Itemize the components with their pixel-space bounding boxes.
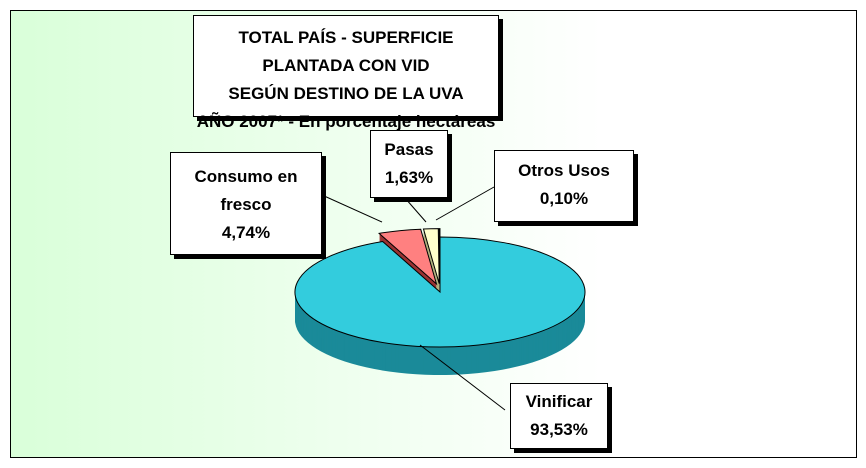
category-label: Otros Usos (518, 161, 610, 180)
value-label: 0,10% (539, 189, 589, 208)
data-label: Consumo en fresco 4,74% (170, 152, 322, 255)
slice (294, 236, 586, 348)
title-line: SEGÚN DESTINO DE LA UVA (228, 84, 464, 103)
value-label: 4,74% (221, 223, 271, 242)
category-label: Consumo en fresco (194, 167, 298, 214)
slice (377, 228, 438, 286)
value-label: 1,63% (384, 168, 434, 187)
leader-line (435, 186, 495, 221)
data-label: Otros Usos 0,10% (494, 150, 634, 222)
slice (422, 228, 440, 284)
leader-line (404, 197, 427, 223)
data-label: Pasas 1,63% (370, 130, 448, 198)
title-line: AÑO 2007* - En porcentaje hectáreas (196, 112, 496, 131)
title-line: TOTAL PAÍS - SUPERFICIE PLANTADA CON VID (238, 28, 454, 75)
chart-title: TOTAL PAÍS - SUPERFICIE PLANTADA CON VID… (193, 15, 499, 131)
category-label: Pasas (384, 140, 434, 159)
data-label: Vinificar 93,53% (510, 383, 608, 449)
category-label: Vinificar (525, 392, 593, 411)
leader-line (419, 344, 506, 411)
slice (438, 228, 441, 284)
value-label: 93,53% (530, 420, 588, 439)
leader-line (321, 194, 383, 223)
